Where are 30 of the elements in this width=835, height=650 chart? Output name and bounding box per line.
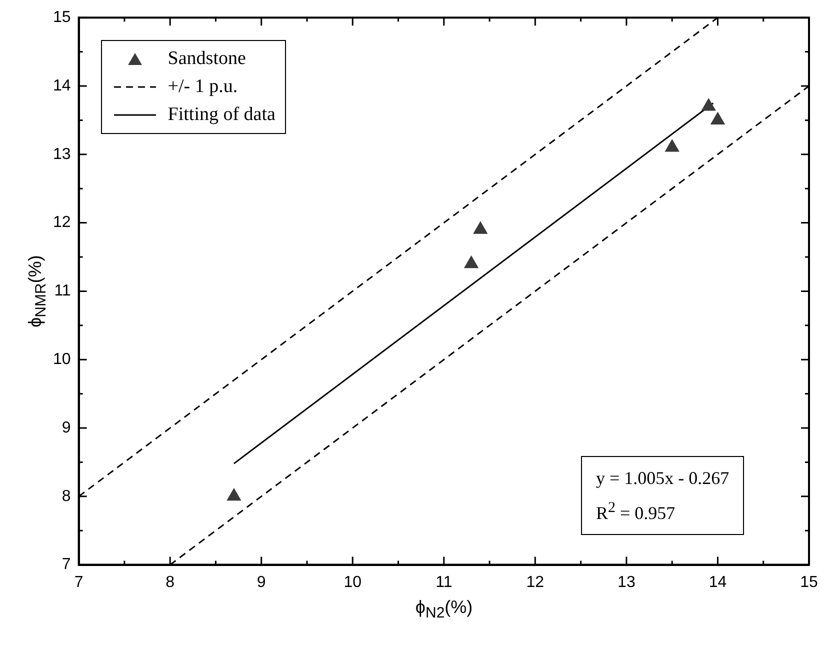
point [702, 98, 716, 111]
point [710, 112, 725, 124]
annotation: y = 1.005x - 0.267 [596, 466, 730, 490]
y-tick-label: 8 [62, 488, 71, 505]
point [227, 488, 241, 501]
y-tick-label: 7 [62, 556, 71, 574]
y-tick-label: 14 [53, 77, 71, 94]
x-tick-label: 8 [166, 574, 175, 591]
point [464, 256, 478, 268]
y-tick-label: 9 [62, 419, 71, 436]
x-tick-label: 12 [526, 574, 544, 591]
annotation: R$^{2}$ = 0.957 [596, 498, 676, 525]
point [665, 140, 679, 152]
legend-label: Sandstone [168, 48, 246, 70]
legend-label: Fitting of data [168, 104, 276, 126]
x-tick-label: 10 [344, 574, 362, 591]
x-axis-title: ϕ$_{N2}$(%) [415, 596, 473, 622]
y-tick-label: 13 [53, 146, 71, 163]
point [474, 222, 488, 234]
y-tick-label: 12 [53, 214, 71, 232]
x-tick-label: 14 [708, 574, 727, 591]
x-tick-label: 11 [436, 574, 452, 591]
x-tick-label: 9 [256, 574, 266, 591]
x-tick-label: 7 [74, 574, 84, 591]
legend-label: +/- 1 p.u. [168, 76, 238, 98]
y-tick-label: 15 [53, 9, 71, 26]
x-tick-label: 15 [800, 574, 818, 591]
x-tick-label: 13 [618, 574, 636, 591]
y-tick-label: 10 [53, 351, 71, 368]
y-tick-label: 11 [54, 282, 71, 300]
